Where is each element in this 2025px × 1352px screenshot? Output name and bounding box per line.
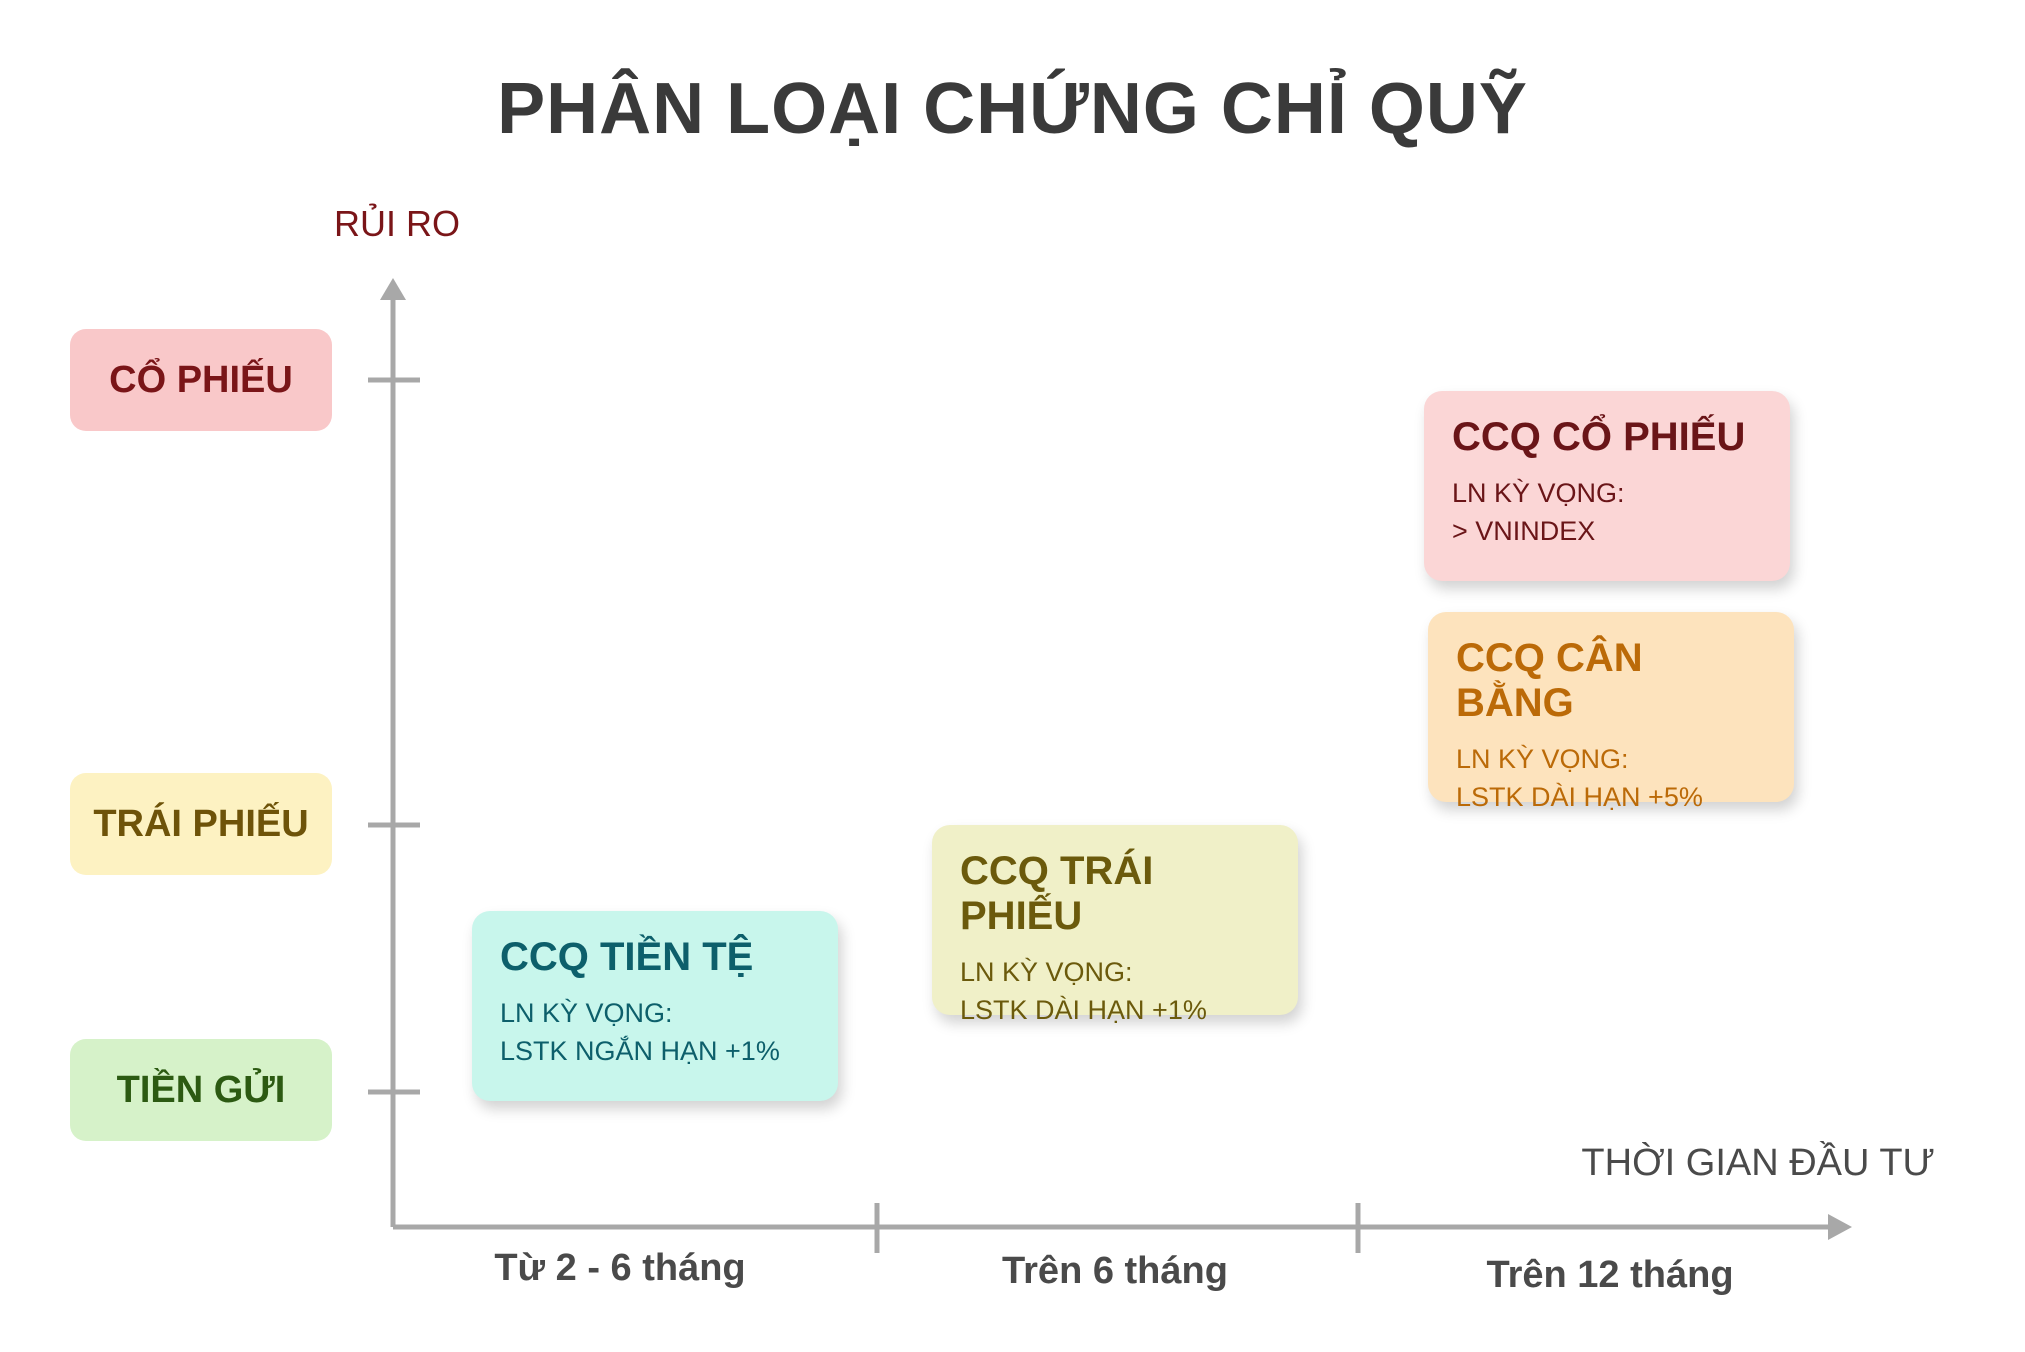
risk-level-deposit: TIỀN GỬI — [70, 1039, 332, 1141]
fund-title: CCQ CÂN BẰNG — [1456, 636, 1643, 725]
fund-title: CCQ TIỀN TỆ — [500, 935, 754, 979]
fund-title: CCQ TRÁI PHIẾU — [960, 849, 1154, 938]
y-axis-label: RỦI RO — [334, 203, 460, 244]
x-tick-label-over-6-months: Trên 6 tháng — [1002, 1250, 1228, 1292]
risk-level-bond: TRÁI PHIẾU — [70, 773, 332, 875]
fund-expected-value: LSTK NGẮN HẠN +1% — [500, 1036, 780, 1066]
x-tick-label-over-12-months: Trên 12 tháng — [1486, 1254, 1734, 1296]
x-axis-label: THỜI GIAN ĐẦU TƯ — [1581, 1142, 1935, 1184]
fund-expected-value: LSTK DÀI HẠN +5% — [1456, 782, 1703, 812]
x-tick-label-2-6-months: Từ 2 - 6 tháng — [494, 1247, 746, 1289]
fund-expected-value: > VNINDEX — [1452, 516, 1596, 546]
fund-card-bond: CCQ TRÁI PHIẾU LN KỲ VỌNG: LSTK DÀI HẠN … — [932, 825, 1298, 1025]
fund-card-balanced: CCQ CÂN BẰNG LN KỲ VỌNG: LSTK DÀI HẠN +5… — [1428, 612, 1794, 812]
fund-card-money-market: CCQ TIỀN TỆ LN KỲ VỌNG: LSTK NGẮN HẠN +1… — [472, 911, 838, 1101]
fund-expected-label: LN KỲ VỌNG: — [1452, 478, 1625, 508]
fund-card-stock: CCQ CỔ PHIẾU LN KỲ VỌNG: > VNINDEX — [1424, 391, 1790, 581]
fund-expected-value: LSTK DÀI HẠN +1% — [960, 995, 1207, 1025]
fund-title: CCQ CỔ PHIẾU — [1452, 415, 1746, 459]
fund-expected-label: LN KỲ VỌNG: — [960, 957, 1133, 987]
risk-level-stock: CỔ PHIẾU — [70, 329, 332, 431]
page-title: PHÂN LOẠI CHỨNG CHỈ QUỸ — [497, 69, 1528, 149]
fund-expected-label: LN KỲ VỌNG: — [500, 998, 673, 1028]
x-axis-arrow — [1828, 1214, 1852, 1240]
y-axis-arrow — [380, 278, 406, 300]
fund-expected-label: LN KỲ VỌNG: — [1456, 744, 1629, 774]
